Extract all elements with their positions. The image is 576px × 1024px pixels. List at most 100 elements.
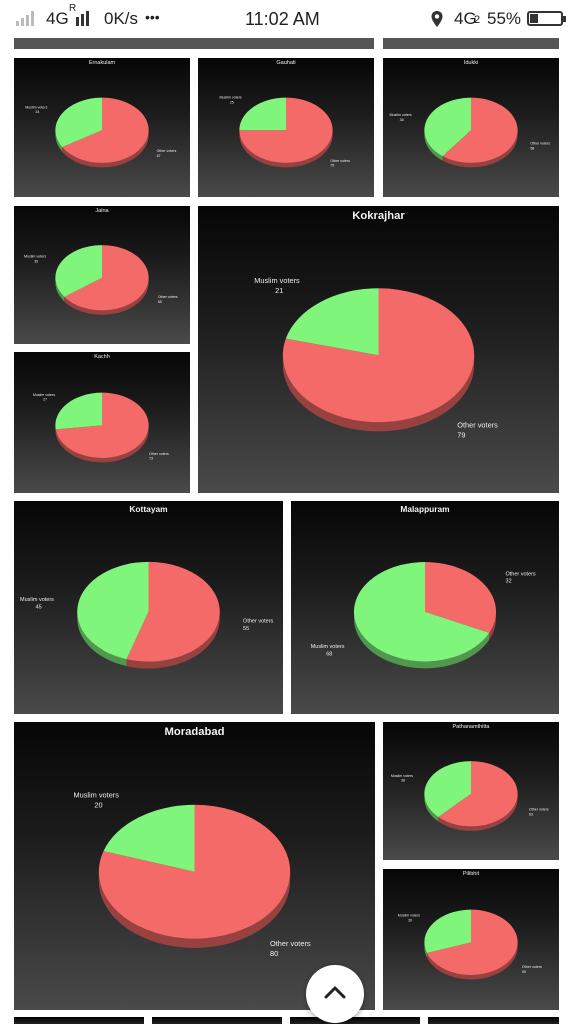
pie-slice-muslim-voters: [239, 97, 286, 131]
other-voters-label: Other voters: [330, 159, 350, 163]
pie-slice-muslim-voters: [353, 562, 490, 662]
pie-slice-other-voters: [426, 909, 518, 975]
chart-title: Kottayam: [129, 504, 168, 515]
pie-slice-other-voters: [239, 97, 333, 163]
pie-side-wall: [424, 793, 439, 822]
data-speed: 0K/s: [104, 9, 139, 28]
pie-side-wall: [424, 130, 443, 161]
muslim-voters-value: 35: [34, 259, 38, 263]
pie-slice-muslim-voters: [77, 561, 149, 660]
chart-panel-kottayam[interactable]: Kottayam Muslim voters 45 Other voters 55: [14, 501, 283, 714]
muslim-voters-value: 38: [400, 118, 404, 122]
pie-side-wall: [64, 277, 149, 315]
next-chart-edge: [290, 1017, 420, 1024]
pie-side-wall: [55, 277, 65, 302]
muslim-voters-value: 68: [326, 652, 332, 658]
previous-chart-edge: [14, 38, 374, 49]
pie-slice-muslim-voters: [424, 761, 471, 818]
chart-panel-malappuram[interactable]: Malappuram Muslim voters 68 Other voters 32: [291, 501, 559, 714]
pie-side-wall: [62, 130, 149, 168]
other-voters-value: 32: [506, 579, 512, 585]
other-voters-value: 58: [530, 146, 534, 150]
pie-slice-other-voters: [438, 761, 518, 827]
muslim-voters-label: Muslim voters: [33, 393, 55, 397]
chart-panel-moradabad[interactable]: Moradabad Muslim voters 20 Other voters 80: [14, 722, 375, 1010]
other-voters-label: Other voters: [457, 421, 498, 430]
muslim-voters-label: Muslim voters: [20, 597, 54, 603]
muslim-voters-label: Muslim voters: [220, 96, 242, 100]
pie-slice-muslim-voters: [285, 288, 379, 356]
chart-panel-gauhati[interactable]: Gauhati Muslim voters 25 Other voters 75: [198, 58, 374, 197]
other-voters-label: Other voters: [243, 618, 274, 624]
muslim-voters-label: Muslim voters: [311, 644, 345, 650]
muslim-voters-value: 21: [275, 286, 283, 295]
chart-title: Pathanamthitta: [452, 724, 490, 730]
pie-side-wall: [353, 611, 490, 669]
chart-panel-ernakulam[interactable]: Ernakulam Muslim voters 34 Other voters 67: [14, 58, 190, 197]
muslim-voters-value: 34: [35, 110, 39, 114]
muslim-voters-label: Muslim voters: [25, 105, 47, 109]
pie-side-wall: [438, 793, 518, 831]
chart-title: Malappuram: [400, 504, 450, 515]
chart-panel-idukki[interactable]: Idukki Muslim voters 38 Other voters 58: [383, 58, 559, 197]
chart-panel-pathanamthitta[interactable]: Pathanamthitta Muslim voters 38 Other voter…: [383, 722, 559, 860]
chart-title: Idukki: [463, 60, 479, 66]
other-voters-label: Other voters: [270, 939, 311, 948]
network-type-1: 4G: [46, 9, 69, 28]
chart-title: Kachh: [94, 354, 110, 360]
other-voters-value: 75: [330, 164, 334, 168]
chevron-up-icon: [324, 986, 346, 999]
other-voters-label: Other voters: [506, 571, 536, 577]
other-voters-value: 63: [529, 813, 533, 817]
other-voters-label: Other voters: [149, 452, 169, 456]
pie-chart: Muslim voters 45 Other voters 55: [20, 561, 274, 669]
pie-slice-muslim-voters: [103, 804, 195, 872]
muslim-voters-label: Muslim voters: [24, 254, 46, 258]
next-chart-edge: [152, 1017, 282, 1024]
signal-strength-icon: [16, 10, 38, 26]
status-bar: 4G R 0K/s ••• 11:02 AM 4G 2 55%: [0, 0, 576, 38]
muslim-voters-value: 27: [43, 398, 47, 402]
chart-title: Pilibhit: [462, 871, 480, 877]
other-voters-label: Other voters: [522, 965, 542, 969]
chart-title: Gauhati: [276, 60, 296, 66]
pie-slice-muslim-voters: [424, 97, 471, 157]
other-voters-value: 67: [157, 154, 161, 158]
pie-slice-other-voters: [126, 561, 220, 662]
other-voters-value: 55: [243, 626, 249, 632]
chart-title: Ernakulam: [88, 60, 116, 66]
chart-panel-jalna[interactable]: Jalna Muslim voters 35 Other voters 65: [14, 206, 190, 344]
clock: 11:02 AM: [245, 9, 320, 29]
next-chart-edge: [14, 1017, 144, 1024]
muslim-voters-label: Muslim voters: [390, 113, 412, 117]
scroll-to-top-button[interactable]: [306, 965, 364, 1023]
pie-slice-other-voters: [98, 804, 291, 939]
roaming-indicator: R: [69, 3, 77, 14]
other-voters-label: Other voters: [158, 295, 178, 299]
chart-panel-kachh[interactable]: Kachh Muslim voters 27 Other voters 73: [14, 352, 190, 493]
chart-title: Jalna: [95, 208, 109, 214]
pie-side-wall: [55, 130, 63, 152]
other-voters-value: 79: [457, 431, 465, 440]
pie-slice-muslim-voters: [55, 245, 102, 297]
muslim-voters-value: 45: [36, 605, 42, 611]
muslim-voters-label: Muslim voters: [391, 774, 413, 778]
location-pin-icon: [431, 11, 443, 27]
previous-chart-edge: [383, 38, 559, 49]
pie-side-wall: [424, 942, 427, 958]
muslim-voters-label: Muslim voters: [398, 913, 420, 917]
pie-slice-other-voters: [442, 97, 518, 163]
cellular-signal-icon: [72, 10, 94, 26]
chart-panel-pilibhit[interactable]: Pilibhit Muslim voters 30 Other voters 69: [383, 869, 559, 1010]
pie-side-wall: [442, 130, 518, 168]
muslim-voters-value: 38: [401, 779, 405, 783]
more-notifications: •••: [145, 9, 160, 25]
chart-panel-kokrajhar[interactable]: Kokrajhar Muslim voters 21 Other voters 79: [198, 206, 559, 493]
muslim-voters-value: 20: [94, 801, 102, 810]
pie-slice-other-voters: [425, 562, 497, 633]
